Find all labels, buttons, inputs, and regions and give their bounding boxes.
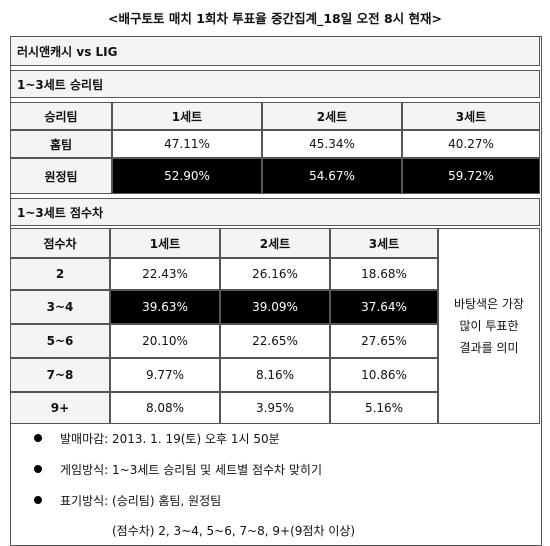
note-text: 발매마감: 2013. 1. 19(토) 오후 1시 50분: [60, 432, 280, 446]
cell: 3.95%: [220, 392, 330, 424]
column-header: 3세트: [330, 228, 438, 258]
cell: 9.77%: [110, 358, 220, 392]
cell: 40.27%: [402, 130, 540, 158]
column-header: 2세트: [220, 228, 330, 258]
page-title: <배구토토 매치 1회차 투표율 중간집계_18일 오전 8시 현재>: [108, 11, 442, 26]
cell: 10.86%: [330, 358, 438, 392]
match-title: 러시앤캐시 vs LIG: [10, 36, 540, 66]
column-header: 1세트: [110, 228, 220, 258]
cell: 18.68%: [330, 258, 438, 290]
bullet: [34, 434, 42, 442]
cell: 5.16%: [330, 392, 438, 424]
cell: 52.90%: [112, 158, 262, 194]
section-header: 1~3세트 점수차: [10, 198, 540, 226]
cell: 37.64%: [330, 290, 438, 324]
cell: 8.08%: [110, 392, 220, 424]
row-header: 원정팀: [10, 158, 112, 194]
note-line: 많이 투표한: [459, 319, 519, 333]
section-header: 1~3세트 승리팀: [10, 70, 540, 98]
row-header: 2: [10, 258, 110, 290]
row-header: 9+: [10, 392, 110, 424]
note-line: 결과를 의미: [459, 341, 519, 355]
note-text: 표기방식: (승리팀) 홈팀, 원정팀: [60, 494, 222, 508]
note-text: 게임방식: 1~3세트 승리팀 및 세트별 점수차 맞히기: [60, 463, 323, 477]
cell: 59.72%: [402, 158, 540, 194]
cell: 39.09%: [220, 290, 330, 324]
bullet: [34, 496, 42, 504]
cell: 39.63%: [110, 290, 220, 324]
row-header: 3~4: [10, 290, 110, 324]
note-line: 바탕색은 가장: [453, 297, 525, 311]
column-header: 2세트: [262, 102, 402, 130]
cell: 22.65%: [220, 324, 330, 358]
cell: 27.65%: [330, 324, 438, 358]
cell: 47.11%: [112, 130, 262, 158]
cell: 20.10%: [110, 324, 220, 358]
cell: 26.16%: [220, 258, 330, 290]
cell: 54.67%: [262, 158, 402, 194]
column-header: 점수차: [10, 228, 110, 258]
column-header: 3세트: [402, 102, 540, 130]
column-header: 승리팀: [10, 102, 112, 130]
cell: 8.16%: [220, 358, 330, 392]
note-text: (점수차) 2, 3~4, 5~6, 7~8, 9+(9점차 이상): [112, 524, 356, 538]
row-header: 5~6: [10, 324, 110, 358]
bullet: [34, 465, 42, 473]
cell: 22.43%: [110, 258, 220, 290]
cell: 45.34%: [262, 130, 402, 158]
column-header: 1세트: [112, 102, 262, 130]
row-header: 홈팀: [10, 130, 112, 158]
row-header: 7~8: [10, 358, 110, 392]
